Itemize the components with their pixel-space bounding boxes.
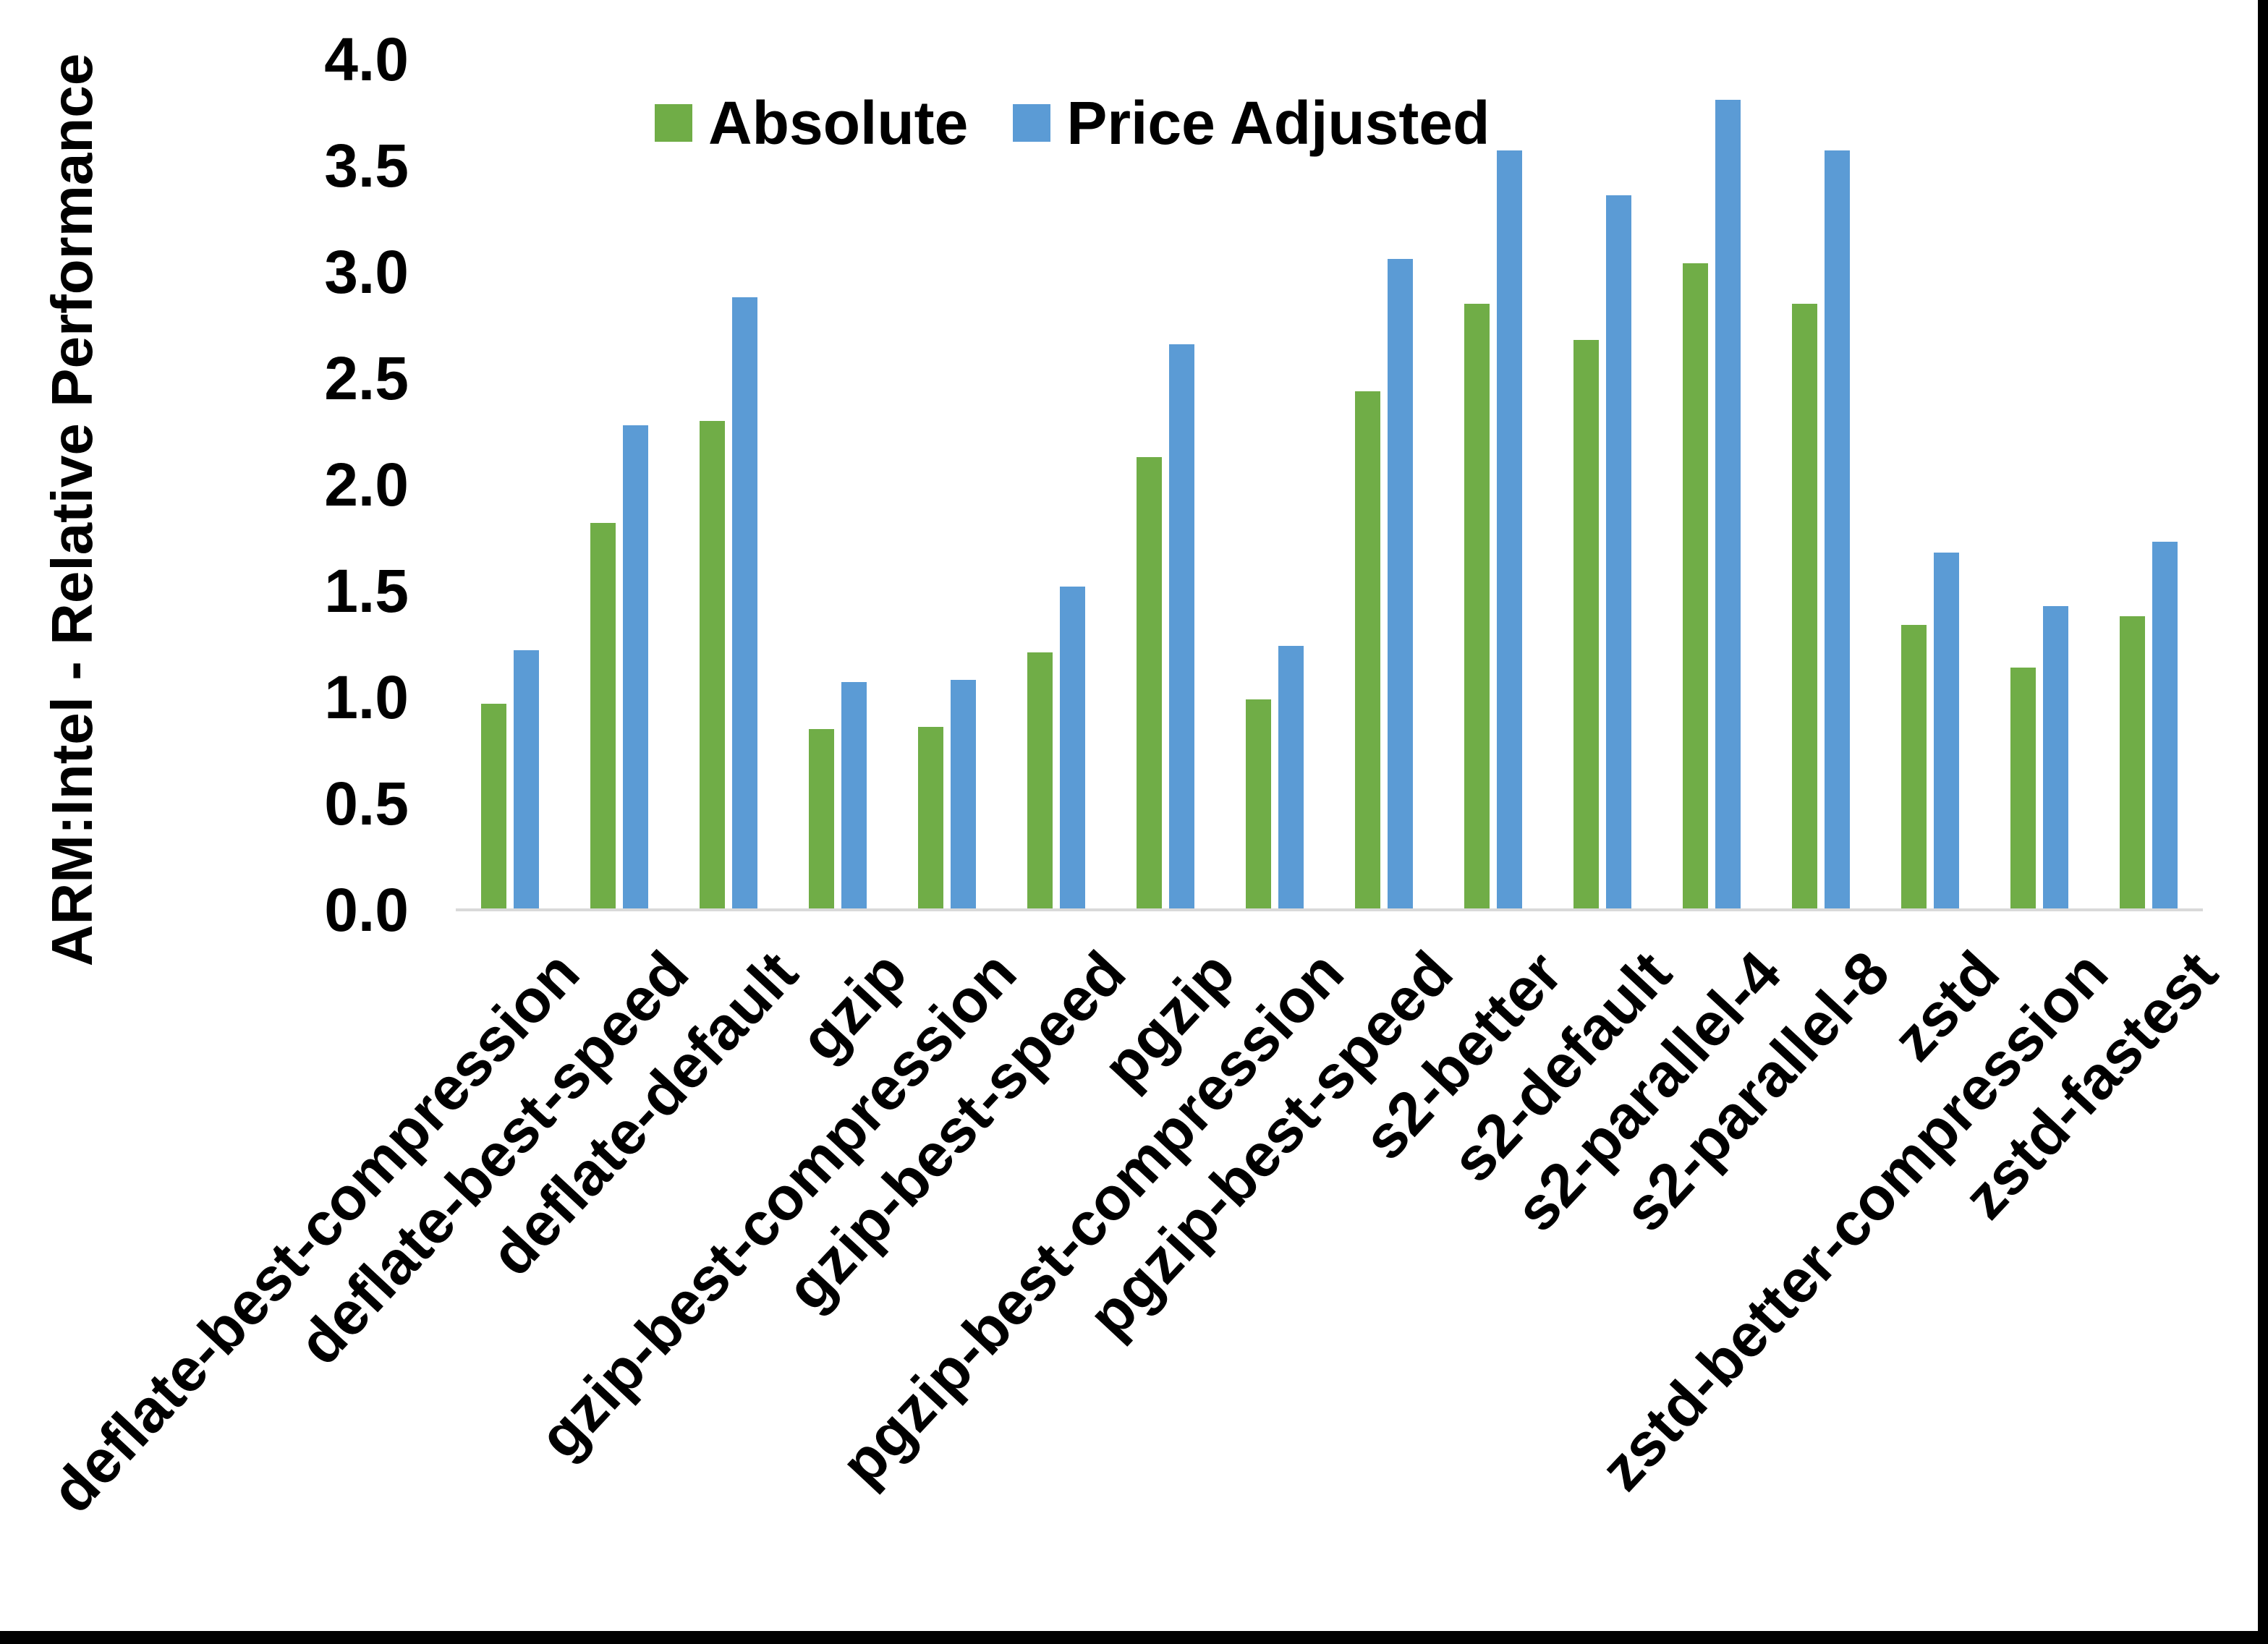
bar-price-adjusted [1825, 150, 1850, 910]
bar-absolute [1355, 391, 1380, 910]
bar-absolute [481, 704, 506, 910]
bar-absolute [1246, 699, 1271, 910]
bar-price-adjusted [732, 297, 757, 910]
bar-price-adjusted [841, 682, 867, 910]
bar-price-adjusted [1278, 646, 1304, 910]
window-border-right [2258, 0, 2268, 1644]
legend-label: Absolute [708, 89, 969, 157]
legend: Absolute Price Adjusted [655, 93, 1490, 153]
bar-price-adjusted [1169, 344, 1194, 910]
bar-price-adjusted [2152, 542, 2178, 910]
legend-swatch-price-adjusted [1013, 104, 1051, 142]
bar-absolute [809, 729, 834, 910]
bar-absolute [1792, 304, 1817, 910]
bar-price-adjusted [1606, 195, 1631, 910]
bar-price-adjusted [514, 650, 539, 910]
y-tick-label: 4.0 [324, 25, 409, 93]
y-axis-title: ARM:Intel - Relative Performance [40, 53, 104, 967]
bar-price-adjusted [1934, 553, 1959, 910]
y-tick-label: 0.0 [324, 876, 409, 944]
bar-absolute [1464, 304, 1490, 910]
window-border-bottom [0, 1631, 2268, 1644]
legend-item: Price Adjusted [1013, 93, 1490, 153]
bar-absolute [590, 523, 616, 910]
bar-absolute [2010, 668, 2036, 910]
bar-price-adjusted [1060, 587, 1085, 910]
y-tick-label: 1.5 [324, 557, 409, 625]
y-tick-label: 2.5 [324, 344, 409, 412]
bar-absolute [700, 421, 725, 910]
bar-absolute [1137, 457, 1162, 910]
legend-swatch-absolute [655, 104, 692, 142]
bar-price-adjusted [2043, 606, 2068, 910]
bar-price-adjusted [1715, 100, 1741, 910]
y-tick-label: 2.0 [324, 451, 409, 519]
legend-item: Absolute [655, 93, 968, 153]
bar-absolute [1573, 340, 1599, 910]
legend-label: Price Adjusted [1066, 89, 1490, 157]
bar-absolute [1683, 263, 1708, 910]
bar-absolute [1027, 652, 1053, 910]
y-tick-label: 3.0 [324, 238, 409, 306]
bar-absolute [2120, 616, 2145, 910]
bar-price-adjusted [1497, 150, 1522, 910]
bar-absolute [918, 727, 943, 910]
y-tick-label: 3.5 [324, 132, 409, 200]
bar-price-adjusted [623, 425, 648, 910]
y-tick-label: 1.0 [324, 663, 409, 731]
bar-price-adjusted [951, 680, 976, 910]
bar-price-adjusted [1388, 259, 1413, 910]
bar-absolute [1901, 625, 1927, 910]
x-axis-baseline [456, 908, 2203, 911]
y-tick-label: 0.5 [324, 770, 409, 838]
